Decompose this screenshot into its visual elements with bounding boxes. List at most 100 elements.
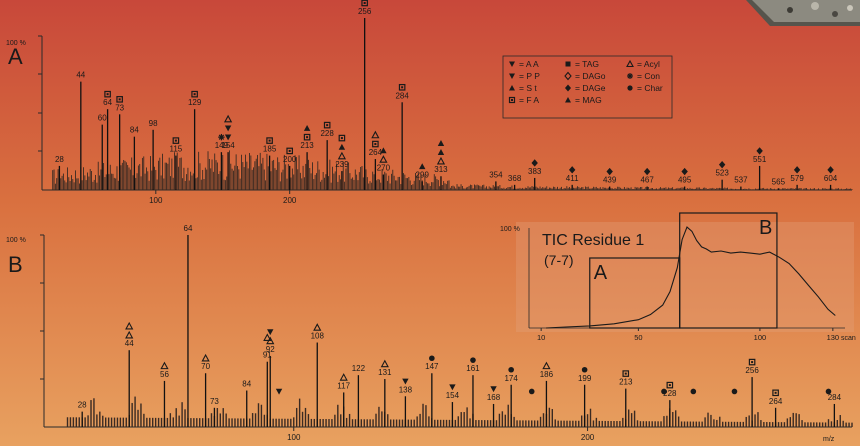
peak-label: 161 [466,364,480,373]
legend-label: = Acyl [637,59,660,69]
legend-item: = DAGo [564,71,606,81]
peak-marker-tri-down [509,61,515,67]
peak-marker-tri-down [402,378,409,385]
peak-label: 199 [578,374,592,383]
tic-region-label: A [594,262,608,284]
peak-label: 168 [487,393,501,402]
peak-label: 149 [215,141,229,150]
peak-label: 264 [769,397,783,406]
x-tick-label: 200 [283,196,297,205]
peak-marker-tri-open [160,361,169,370]
tic-region-label: B [759,217,772,239]
peak-marker-square [191,90,198,98]
peak-marker-diamond [568,166,576,174]
peak-marker-square [323,121,331,129]
peak-label: 73 [115,103,124,112]
peak-marker-circle [429,355,435,362]
peak-label: 98 [149,119,158,128]
peak-marker-tri-open [379,155,388,163]
peak-label: 523 [715,169,729,178]
peak-label: 73 [210,397,219,406]
tic-x-tick-label: 100 [754,333,767,342]
peak-label: 299 [416,170,430,179]
peak-marker-diamond [681,167,688,176]
peak-marker-tri-open [626,59,634,68]
peak-label: 228 [663,389,677,398]
peak-marker-tri-up [303,124,311,131]
peak-marker-circle [581,366,588,373]
peak-marker-tri-down [509,73,515,79]
peak-marker-square [303,133,311,141]
peak-marker-diamond [756,147,763,155]
legend-label: = TAG [575,59,599,69]
peak-label: 147 [425,362,439,371]
tic-x-tick-label: 50 [634,333,642,342]
peak-marker-tri-open [339,373,348,381]
legend-item: = S t [509,83,537,93]
legend-item: = MAG [565,95,602,105]
peak-marker-tri-open [313,323,322,331]
panel-a-label: A [8,44,23,69]
legend-item: = TAG [565,59,599,69]
peak-marker-tri-up [509,85,515,91]
peak-label: 368 [508,174,522,183]
peak-marker-circle [627,85,633,91]
legend-item: = Char [627,83,663,93]
peak-marker-circle [470,357,476,363]
peak-marker-tri-open [125,321,134,330]
peak-marker-diamond [718,160,726,169]
peak-marker-tri-down [267,329,274,336]
peak-label: 56 [160,370,169,379]
tic-curve [545,226,836,329]
peak-marker-star [218,133,225,141]
peak-marker-tri-open [542,361,551,370]
peak-marker-square [104,90,111,98]
peak-marker-tri-open [436,156,446,165]
peak-marker-tri-open [125,330,134,339]
tic-y-axis-label: 100 % [500,226,520,233]
peak-label: 131 [378,368,392,377]
peak-label: 467 [640,176,654,185]
peak-marker-square [266,137,273,144]
legend-item: = A A [509,59,539,69]
peak-label: 604 [824,174,838,183]
peak-marker-square [338,134,346,142]
peak-marker-tri-up [380,147,387,154]
tic-title: TIC Residue 1 [542,232,644,249]
legend-box [502,55,673,119]
peak-label: 115 [170,145,183,154]
legend-label: = MAG [575,95,602,105]
tic-x-axis-label: scan [841,335,856,342]
peak-marker-star [627,73,633,79]
peak-marker-tri-open [371,130,380,139]
peak-marker-tri-up [419,163,426,170]
legend-label: = F A [519,95,539,105]
panel-a-noise-bars [52,150,853,190]
peak-label: 213 [619,378,633,387]
peak-label: 439 [603,176,617,185]
peak-marker-open-diamond [564,71,572,81]
peak-marker-circle [661,388,667,395]
peak-marker-tri-down [490,386,497,393]
peak-label: 264 [369,148,383,157]
panel-a-y-axis-label: 100 % [6,40,26,47]
peak-marker-filled-square [565,61,571,67]
legend-label: = Con [637,71,660,81]
peak-marker-tri-up [338,143,346,150]
tic-x-tick-label: 10 [537,333,545,342]
peak-marker-tri-open [201,353,210,362]
panel-b-label: B [8,252,23,277]
peak-marker-square [622,370,630,377]
peak-label: 84 [130,126,139,135]
peak-marker-square [361,0,368,7]
peak-marker-circle [528,388,535,395]
peak-label: 117 [337,381,350,390]
tic-x-tick-label: 130 [827,333,840,342]
peak-label: 44 [76,71,85,80]
peak-label: 284 [828,393,842,402]
peak-label: 256 [358,7,372,16]
peak-marker-circle [508,366,514,373]
peak-label: 565 [772,177,786,186]
